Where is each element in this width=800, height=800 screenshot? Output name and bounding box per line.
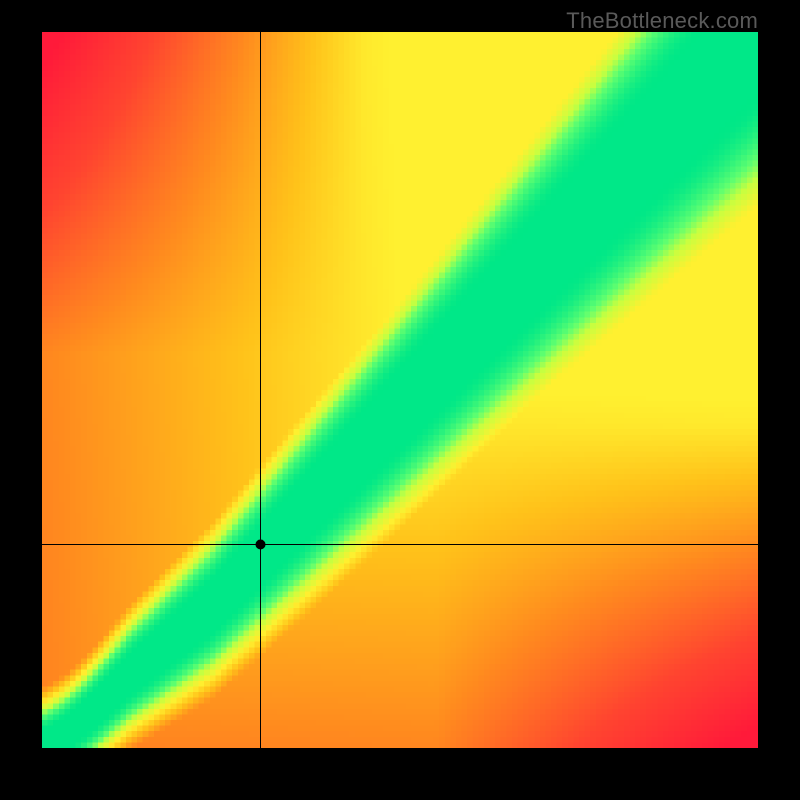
figure-container: TheBottleneck.com (0, 0, 800, 800)
plot-area (42, 32, 758, 748)
watermark-text: TheBottleneck.com (566, 8, 758, 34)
crosshair-overlay (42, 32, 758, 748)
